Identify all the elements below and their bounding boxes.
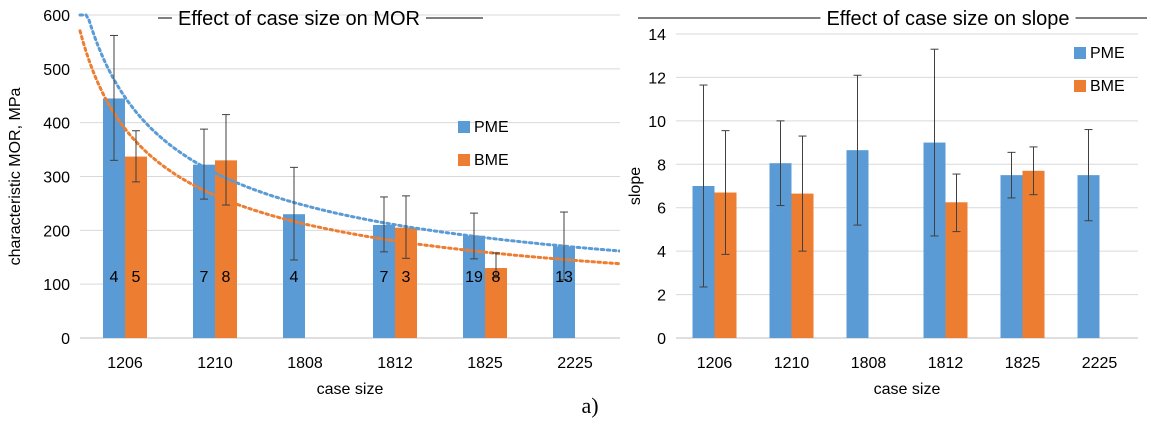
chart-title: Effect of case size on MOR	[178, 8, 420, 30]
y-tick-label: 300	[43, 170, 70, 187]
x-axis-title: case size	[874, 381, 941, 398]
bar-bme	[1022, 170, 1045, 338]
bar-bme	[791, 193, 814, 338]
x-tick-label: 1825	[467, 355, 503, 372]
legend-swatch-bme	[1074, 80, 1086, 92]
y-tick-label: 200	[43, 223, 70, 240]
x-tick-label: 1825	[1005, 355, 1041, 372]
y-tick-label: 8	[657, 157, 666, 174]
x-axis-title: case size	[317, 381, 384, 398]
y-tick-label: 10	[648, 114, 666, 131]
y-tick-label: 400	[43, 116, 70, 133]
bar-pme	[373, 224, 395, 338]
data-label: 19	[465, 269, 483, 286]
bar-bme	[714, 192, 737, 338]
data-label: 4	[290, 269, 299, 286]
bar-bme	[485, 268, 507, 338]
x-tick-label: 1206	[107, 355, 143, 372]
bar-pme	[846, 150, 869, 338]
bar-bme	[215, 160, 237, 338]
data-label: 8	[222, 269, 231, 286]
y-tick-label: 14	[648, 27, 666, 44]
chart-title: Effect of case size on slope	[826, 8, 1069, 30]
legend-label-pme: PME	[1090, 45, 1125, 62]
bar-pme	[193, 164, 215, 338]
data-label: 5	[132, 269, 141, 286]
legend-label-bme: BME	[1090, 78, 1125, 95]
bar-pme	[283, 214, 305, 338]
y-tick-label: 0	[657, 331, 666, 348]
data-label: 3	[402, 269, 411, 286]
panel-caption: a)	[581, 393, 599, 418]
x-tick-label: 1812	[377, 355, 413, 372]
legend-label-pme: PME	[474, 119, 509, 136]
bar-bme	[945, 202, 968, 338]
x-tick-label: 1206	[697, 355, 733, 372]
bar-pme	[553, 246, 575, 338]
legend-label-bme: BME	[474, 152, 509, 169]
bar-pme	[1000, 175, 1023, 338]
bar-pme	[1077, 175, 1100, 338]
y-tick-label: 6	[657, 201, 666, 218]
y-tick-label: 12	[648, 70, 666, 87]
x-tick-label: 2225	[1082, 355, 1118, 372]
bar-pme	[923, 142, 946, 338]
x-tick-label: 1808	[851, 355, 887, 372]
data-label: 8	[492, 269, 501, 286]
x-tick-label: 1808	[287, 355, 323, 372]
legend-swatch-pme	[458, 121, 470, 133]
y-axis-title: slope	[627, 167, 644, 205]
y-tick-label: 2	[657, 288, 666, 305]
bar-pme	[463, 235, 485, 338]
data-label: 7	[380, 269, 389, 286]
y-tick-label: 600	[43, 8, 70, 25]
x-tick-label: 2225	[557, 355, 593, 372]
mor-chart: 0 100 200 300 400 500 600 4 7 4 7 19 13 5 8 3 8 1206 1210 1…	[7, 8, 620, 398]
data-label: 13	[555, 269, 573, 286]
bar-pme	[103, 98, 125, 338]
data-label: 4	[110, 269, 119, 286]
x-tick-label: 1210	[197, 355, 233, 372]
y-tick-label: 0	[61, 331, 70, 348]
y-tick-label: 4	[657, 244, 666, 261]
bar-bme	[125, 156, 147, 338]
x-tick-label: 1210	[774, 355, 810, 372]
x-tick-label: 1812	[928, 355, 964, 372]
slope-chart: 0 2 4 6 8 10 12 14 1206 1210 1808 1812 1825 2225 case …	[627, 8, 1147, 398]
bar-pme	[769, 163, 792, 338]
legend-swatch-bme	[458, 154, 470, 166]
y-tick-label: 500	[43, 62, 70, 79]
legend-swatch-pme	[1074, 47, 1086, 59]
data-label: 7	[200, 269, 209, 286]
y-tick-label: 100	[43, 277, 70, 294]
y-axis-title: characteristic MOR, MPa	[7, 87, 24, 265]
trendline-pme	[78, 13, 620, 253]
bar-bme	[395, 227, 417, 338]
trendline-bme	[78, 29, 620, 266]
